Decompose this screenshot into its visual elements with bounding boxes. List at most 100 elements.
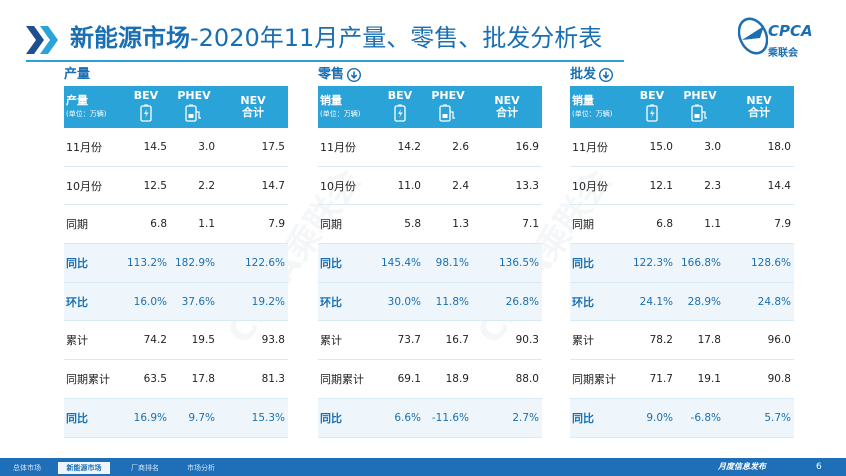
bev-value: 71.7: [628, 359, 676, 399]
data-table: 产量 (单位：万辆) BEV PHEV NEV 合计 11月份 14.5 3.0 17.5 10月份…: [64, 86, 288, 438]
nev-value: 18.0: [724, 128, 794, 167]
bev-value: 9.0%: [628, 398, 676, 438]
corner-label: 销量: [320, 94, 342, 107]
nev-value: 7.1: [472, 204, 542, 245]
section-title: 批发: [570, 64, 794, 86]
row-label: 环比: [64, 282, 122, 322]
nev-value: 81.3: [218, 359, 288, 399]
bev-value: 12.5: [122, 166, 170, 206]
battery-ev-icon: [140, 104, 152, 122]
row-label: 同期累计: [318, 359, 376, 399]
section-title-text: 批发: [570, 67, 597, 82]
corner-label: 销量: [572, 94, 594, 107]
bev-header: BEV: [122, 86, 170, 128]
bev-value: 16.9%: [122, 398, 170, 438]
unit-label: (单位：万辆): [572, 110, 613, 118]
bev-label: BEV: [639, 88, 665, 102]
nev-value: 26.8%: [472, 282, 542, 322]
nev-value: 24.8%: [724, 282, 794, 322]
phev-value: 2.2: [170, 166, 218, 206]
row-label: 10月份: [570, 166, 628, 206]
bev-value: 12.1: [628, 166, 676, 206]
table-header-row: 产量 (单位：万辆) BEV PHEV NEV 合计: [64, 86, 288, 128]
nev-value: 7.9: [218, 204, 288, 245]
table-row: 累计 74.2 19.5 93.8: [64, 320, 288, 361]
phev-value: 3.0: [170, 128, 218, 167]
row-label: 同比: [570, 243, 628, 283]
phev-header: PHEV: [424, 86, 472, 128]
nev-total-label: 合计: [496, 106, 518, 119]
phev-value: 19.5: [170, 320, 218, 361]
nev-value: 14.4: [724, 166, 794, 206]
section-title: 零售: [318, 64, 542, 86]
table-row: 11月份 15.0 3.0 18.0: [570, 128, 794, 167]
phev-value: 2.6: [424, 128, 472, 167]
phev-value: 16.7: [424, 320, 472, 361]
phev-value: 11.8%: [424, 282, 472, 322]
page-number: 6: [816, 462, 822, 472]
phev-value: 1.1: [170, 204, 218, 245]
phev-value: 98.1%: [424, 243, 472, 283]
nev-value: 136.5%: [472, 243, 542, 283]
title-divider: [26, 60, 624, 62]
nev-value: 17.5: [218, 128, 288, 167]
table-header-row: 销量 (单位：万辆) BEV PHEV NEV 合计: [318, 86, 542, 128]
plug-hybrid-icon: [185, 104, 201, 122]
phev-value: 17.8: [170, 359, 218, 399]
bev-value: 74.2: [122, 320, 170, 361]
footer-tab-2[interactable]: 厂商排名: [131, 464, 159, 472]
table-row: 同期累计 63.5 17.8 81.3: [64, 359, 288, 399]
table-row: 同期累计 71.7 19.1 90.8: [570, 359, 794, 399]
phev-header: PHEV: [676, 86, 724, 128]
bev-label: BEV: [133, 88, 159, 102]
phev-value: 166.8%: [676, 243, 724, 283]
nev-value: 19.2%: [218, 282, 288, 322]
page-title: 新能源市场-2020年11月产量、零售、批发分析表: [70, 22, 602, 54]
table-row: 同期 5.8 1.3 7.1: [318, 204, 542, 245]
row-label: 环比: [570, 282, 628, 322]
row-label: 同比: [64, 398, 122, 438]
nev-value: 90.3: [472, 320, 542, 361]
footer-bar: 总体市场 新能源市场 厂商排名 市场分析 月度信息发布 6: [0, 458, 846, 476]
table-row: 10月份 12.1 2.3 14.4: [570, 166, 794, 206]
phev-label: PHEV: [177, 88, 211, 102]
table-row: 环比 24.1% 28.9% 24.8%: [570, 282, 794, 322]
table-row: 累计 73.7 16.7 90.3: [318, 320, 542, 361]
arrow-down-circle-icon: [599, 68, 614, 82]
phev-header: PHEV: [170, 86, 218, 128]
phev-value: -6.8%: [676, 398, 724, 438]
row-label: 10月份: [64, 166, 122, 206]
corner-header: 销量 (单位：万辆): [570, 86, 628, 128]
row-label: 同比: [570, 398, 628, 438]
bev-value: 73.7: [376, 320, 424, 361]
logo-subtext: 乘联会: [768, 48, 798, 59]
bev-value: 113.2%: [122, 243, 170, 283]
logo-text: CPCA: [768, 22, 813, 40]
footer-tab-1[interactable]: 新能源市场: [58, 462, 110, 474]
phev-value: 2.4: [424, 166, 472, 206]
plug-hybrid-icon: [691, 104, 707, 122]
bev-value: 5.8: [376, 204, 424, 245]
bev-value: 14.5: [122, 128, 170, 167]
row-label: 同比: [318, 243, 376, 283]
nev-value: 88.0: [472, 359, 542, 399]
nev-label: NEV: [240, 94, 266, 107]
section-title: 产量: [64, 64, 288, 86]
nev-value: 13.3: [472, 166, 542, 206]
row-label: 同期: [64, 204, 122, 245]
bev-value: 63.5: [122, 359, 170, 399]
bev-value: 24.1%: [628, 282, 676, 322]
table-row: 同比 145.4% 98.1% 136.5%: [318, 243, 542, 283]
bev-header: BEV: [628, 86, 676, 128]
table-row: 同比 6.6% -11.6% 2.7%: [318, 398, 542, 438]
phev-value: 1.3: [424, 204, 472, 245]
nev-value: 96.0: [724, 320, 794, 361]
footer-tab-3[interactable]: 市场分析: [187, 464, 215, 472]
corner-label: 产量: [66, 94, 88, 107]
nev-value: 5.7%: [724, 398, 794, 438]
table-row: 11月份 14.2 2.6 16.9: [318, 128, 542, 167]
table-row: 11月份 14.5 3.0 17.5: [64, 128, 288, 167]
footer-tab-0[interactable]: 总体市场: [13, 464, 41, 472]
phev-value: -11.6%: [424, 398, 472, 438]
section-title-text: 产量: [64, 67, 91, 82]
